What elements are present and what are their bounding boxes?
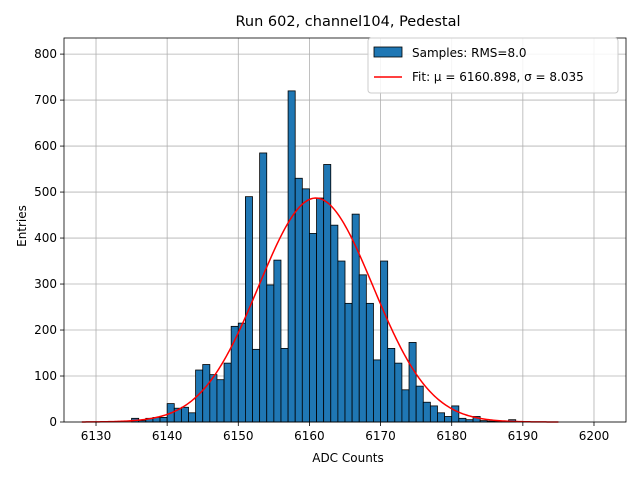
gaussian-fit-curve (81, 197, 559, 423)
x-tick-label: 6130 (81, 429, 112, 443)
x-tick-label: 6170 (365, 429, 396, 443)
legend-samples-swatch (373, 46, 403, 58)
x-tick-label: 6200 (579, 429, 610, 443)
histogram-bar (287, 90, 296, 423)
y-tick-label: 200 (34, 323, 57, 337)
histogram-bar (380, 260, 389, 423)
x-tick-label: 6180 (436, 429, 467, 443)
histogram-bar (259, 152, 268, 423)
y-tick-label: 0 (49, 415, 57, 429)
x-tick-label: 6160 (294, 429, 325, 443)
histogram-bar (202, 364, 211, 423)
legend-fit-label: Fit: μ = 6160.898, σ = 8.035 (412, 70, 584, 84)
histogram-bar (301, 188, 310, 423)
plot-frame (63, 37, 627, 423)
histogram-bar (373, 359, 381, 423)
x-tick-label: 6150 (223, 429, 254, 443)
legend: Samples: RMS=8.0 Fit: μ = 6160.898, σ = … (367, 37, 619, 94)
x-axis-label: ADC Counts (312, 451, 384, 465)
y-tick-label: 300 (34, 277, 57, 291)
histogram-bar (237, 322, 246, 423)
y-tick-label: 500 (34, 185, 57, 199)
x-axis-ticks: 6130 6140 6150 6160 6170 6180 6190 6200 (81, 422, 610, 443)
histogram-bar (273, 259, 282, 423)
histogram-bar (365, 302, 374, 423)
histogram-bar (223, 362, 232, 423)
y-tick-label: 800 (34, 47, 57, 61)
x-tick-label: 6190 (508, 429, 539, 443)
histogram-bar (280, 348, 289, 423)
histogram-bar (408, 342, 417, 423)
histogram-bar (429, 405, 438, 423)
x-tick-label: 6140 (152, 429, 183, 443)
histogram-bar (451, 405, 460, 423)
histogram-bar (444, 416, 453, 423)
histogram-bar (294, 177, 303, 423)
histogram-bar (330, 224, 339, 423)
histogram-bar (266, 284, 275, 423)
histogram-bar (401, 389, 410, 423)
histogram-bar (394, 362, 403, 423)
histogram-bar (309, 233, 317, 423)
histogram-bar (216, 379, 225, 423)
histogram-bar (387, 348, 396, 423)
histogram-bar (316, 197, 325, 423)
histogram-bar (252, 348, 261, 423)
y-tick-label: 600 (34, 139, 57, 153)
histogram-bar (344, 302, 353, 423)
histogram-bar (422, 401, 431, 423)
chart-title: Run 602, channel104, Pedestal (235, 14, 460, 30)
y-tick-label: 100 (34, 369, 57, 383)
histogram-bar (415, 385, 424, 423)
histogram-bar (159, 417, 168, 423)
histogram-bar (337, 260, 346, 423)
legend-samples-label: Samples: RMS=8.0 (412, 46, 527, 60)
y-axis-ticks: 0 100 200 300 400 500 600 700 800 (34, 47, 64, 429)
legend-box (367, 37, 619, 94)
histogram-bar (188, 412, 197, 423)
y-axis-label: Entries (15, 205, 29, 247)
histogram-bar (358, 274, 367, 423)
histogram-bar (209, 374, 218, 423)
histogram-bar (180, 406, 189, 423)
histogram-bar (458, 417, 467, 423)
y-tick-label: 700 (34, 93, 57, 107)
histogram-bar (437, 412, 445, 423)
y-tick-label: 400 (34, 231, 57, 245)
